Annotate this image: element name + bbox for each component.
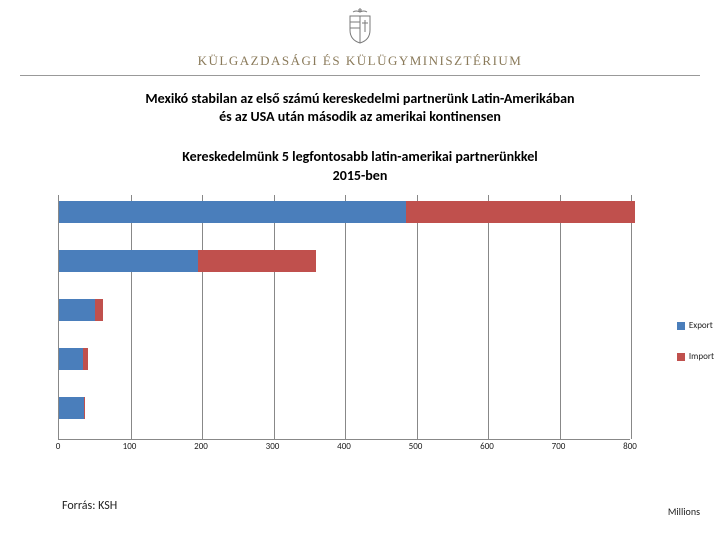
chart-legend: Export Import [677,320,714,382]
bar-row [59,201,635,223]
bar-import [95,299,104,321]
bar-import [84,397,85,419]
bar-export [59,201,406,223]
axis-units-label: Millions [668,505,700,518]
legend-label-import: Import [689,351,714,362]
bar-export [59,250,198,272]
x-tick-label: 500 [409,441,423,452]
x-tick-label: 100 [123,441,137,452]
gridline [417,195,418,439]
chart-title-line-2: 2015-ben [333,167,388,184]
x-tick-label: 700 [552,441,566,452]
gridline [488,195,489,439]
chart-plot [58,195,630,440]
bar-import [406,201,635,223]
gridline [560,195,561,439]
bar-import [198,250,316,272]
x-tick-label: 200 [194,441,208,452]
source-label: Forrás: KSH [62,499,117,513]
header: Külgazdasági és Külügyminisztérium [0,0,720,69]
bar-export [59,348,83,370]
x-tick-label: 800 [623,441,637,452]
gridline [631,195,632,439]
x-tick-label: 400 [337,441,351,452]
bar-row [59,397,85,419]
gridline [131,195,132,439]
bar-export [59,299,95,321]
coat-of-arms-icon [345,8,375,49]
chart-area: MexikóBrazíliaChileArgentínaKolumbia 010… [0,195,720,485]
gridline [345,195,346,439]
subtitle-line-2: és az USA után második az amerikai konti… [219,108,501,125]
bar-row [59,348,88,370]
bar-row [59,250,316,272]
legend-export: Export [677,320,714,331]
page-subtitle: Mexikó stabilan az első számú kereskedel… [0,90,720,126]
chart-title-line-1: Kereskedelmünk 5 legfontosabb latin-amer… [182,148,537,165]
legend-import: Import [677,351,714,362]
bar-export [59,397,84,419]
gridline [274,195,275,439]
subtitle-line-1: Mexikó stabilan az első számú kereskedel… [145,90,574,107]
x-tick-label: 600 [480,441,494,452]
legend-label-export: Export [689,320,713,331]
bar-import [83,348,88,370]
gridline [202,195,203,439]
x-tick-label: 0 [56,441,61,452]
legend-swatch-export [677,322,685,330]
ministry-name: Külgazdasági és Külügyminisztérium [0,53,720,69]
header-divider [20,75,700,76]
bar-row [59,299,103,321]
chart-title: Kereskedelmünk 5 legfontosabb latin-amer… [0,148,720,184]
x-tick-label: 300 [266,441,280,452]
legend-swatch-import [677,353,685,361]
